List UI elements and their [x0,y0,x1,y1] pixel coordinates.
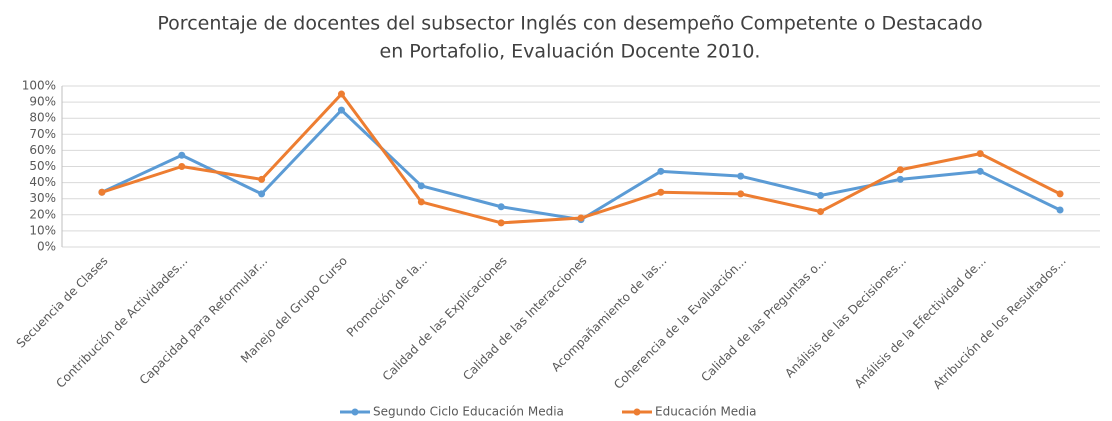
x-tick-label: Secuencia de Clases [14,254,111,351]
point [657,167,665,175]
chart-title: en Portafolio, Evaluación Docente 2010. [380,41,761,63]
x-tick-label: Contribución de Actividades... [53,254,190,391]
point [258,175,266,183]
x-tick-label: Capacidad para Reformular... [137,254,271,388]
point [1056,206,1064,214]
legend-marker [633,408,641,416]
point [337,106,345,114]
x-tick-label: Calidad de las Preguntas o... [698,254,829,385]
point [337,90,345,98]
point [976,167,984,175]
y-tick-label: 90% [29,95,56,109]
point [497,203,505,211]
point [657,188,665,196]
point [178,151,186,159]
point [817,191,825,199]
point [417,182,425,190]
point [896,175,904,183]
x-tick-label: Promoción de la... [344,254,430,340]
y-tick-label: 80% [29,111,56,125]
x-tick-label: Atribución de los Resultados... [930,254,1068,392]
point [258,190,266,198]
point [98,188,106,196]
y-tick-label: 100% [22,79,56,93]
x-tick-label: Análisis de la Efectividad de... [852,254,989,391]
series-line [101,92,1061,225]
point [817,208,825,216]
point [497,219,505,227]
y-tick-label: 50% [29,159,56,173]
point [737,190,745,198]
legend-label: Educación Media [655,405,757,419]
y-tick-label: 60% [29,143,56,157]
chart-title: Porcentaje de docentes del subsector Ing… [157,13,982,35]
point [178,163,186,170]
series-line [101,108,1061,222]
point [1056,190,1064,198]
point [577,214,585,222]
point [737,172,745,180]
y-tick-label: 30% [29,191,56,205]
x-tick-label: Coherencia de la Evaluación... [611,254,749,392]
point [896,166,904,174]
y-tick-label: 70% [29,127,56,141]
y-tick-label: 10% [29,223,56,237]
y-tick-label: 20% [29,207,56,221]
legend-marker [351,408,359,416]
point [417,198,425,206]
point [976,150,984,158]
y-tick-label: 40% [29,175,56,189]
y-tick-label: 0% [37,240,56,254]
legend-label: Segundo Ciclo Educación Media [373,405,564,419]
